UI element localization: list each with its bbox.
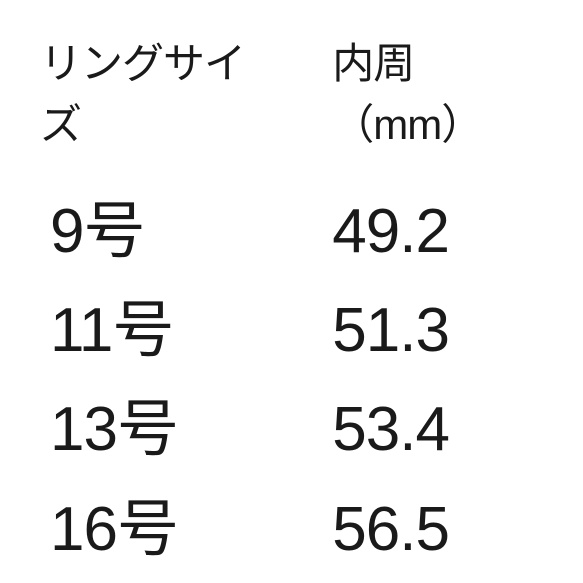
- header-ring-size: リングサイズ: [40, 30, 262, 152]
- table-cell: 9号: [40, 182, 262, 281]
- table-cell: 16号: [40, 480, 262, 579]
- table-cell: 13号: [40, 380, 262, 479]
- header-circumference: 内周（mm）: [332, 30, 543, 152]
- column-ring-size: リングサイズ 9号 11号 13号 16号: [40, 30, 262, 579]
- table-cell: 49.2: [332, 182, 543, 281]
- table-cell: 56.5: [332, 480, 543, 579]
- table-cell: 11号: [40, 281, 262, 380]
- table-cell: 53.4: [332, 380, 543, 479]
- ring-size-table: リングサイズ 9号 11号 13号 16号 内周（mm） 49.2 51.3 5…: [40, 30, 543, 579]
- table-cell: 51.3: [332, 281, 543, 380]
- column-circumference: 内周（mm） 49.2 51.3 53.4 56.5: [332, 30, 543, 579]
